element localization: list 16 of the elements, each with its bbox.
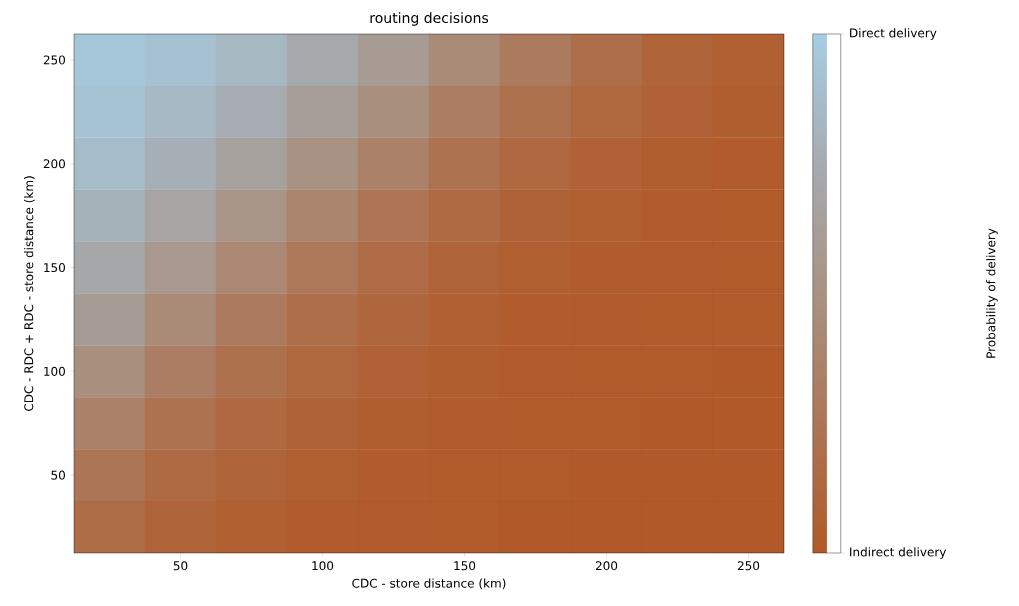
x-tick-label: 100	[312, 561, 334, 571]
color-bar-label: Indirect delivery	[850, 547, 947, 559]
color-bar-title: Probability of delivery	[986, 228, 998, 358]
x-axis-title: CDC - store distance (km)	[352, 578, 506, 590]
y-tick-label: 50	[51, 470, 66, 480]
x-tick-label: 200	[595, 561, 618, 571]
y-tick-label: 150	[44, 263, 65, 273]
x-tick-label: 150	[454, 561, 476, 571]
y-tick-label: 200	[43, 159, 65, 169]
x-tick-label: 50	[173, 561, 188, 571]
x-tick-label: 250	[737, 561, 760, 571]
color-bar-label: Direct delivery	[850, 28, 937, 40]
chart-title: routing decisions	[370, 12, 489, 26]
y-tick-label: 250	[43, 55, 65, 65]
y-axis-title: CDC - RDC + RDC - store distance (km)	[24, 176, 35, 411]
y-tick-label: 100	[44, 366, 65, 376]
